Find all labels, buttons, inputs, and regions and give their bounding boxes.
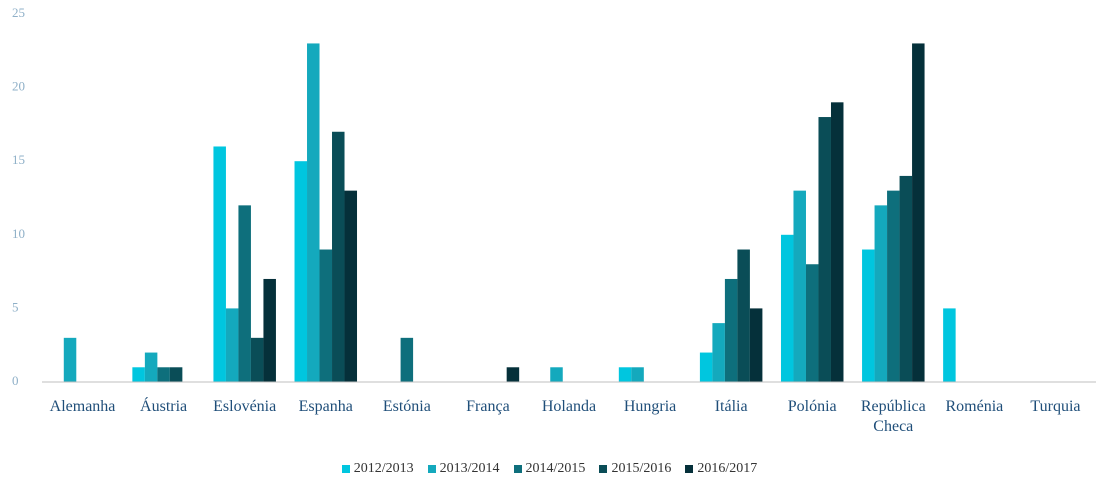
legend-label: 2013/2014 bbox=[439, 461, 500, 476]
bar bbox=[144, 352, 158, 382]
legend-item: 2014/2015 bbox=[513, 461, 586, 477]
bar bbox=[506, 367, 520, 382]
x-tick-label: República Checa bbox=[860, 398, 926, 435]
bar bbox=[225, 308, 239, 382]
bar bbox=[805, 264, 819, 382]
y-tick-label: 5 bbox=[12, 299, 19, 314]
legend-swatch bbox=[599, 465, 608, 473]
bar bbox=[818, 117, 831, 382]
bar bbox=[943, 308, 956, 382]
x-tick-label: Alemanha bbox=[49, 398, 116, 415]
x-tick-label: Polónia bbox=[787, 398, 837, 415]
legend-item: 2015/2016 bbox=[599, 461, 671, 477]
bar bbox=[169, 367, 183, 382]
bar bbox=[631, 367, 644, 382]
bar bbox=[400, 337, 414, 382]
bar bbox=[332, 131, 345, 382]
x-tick-label: Turquia bbox=[1030, 398, 1081, 415]
bar bbox=[737, 249, 750, 382]
x-tick-label: França bbox=[466, 398, 510, 415]
y-tick-label: 0 bbox=[12, 373, 19, 388]
bar bbox=[344, 190, 358, 382]
bar bbox=[780, 234, 794, 382]
bar bbox=[912, 43, 925, 382]
bar bbox=[157, 367, 170, 382]
legend-swatch bbox=[685, 465, 694, 473]
bar bbox=[238, 205, 251, 382]
bar bbox=[699, 352, 713, 382]
bar bbox=[874, 205, 888, 382]
x-tick-label: Itália bbox=[714, 398, 748, 415]
bar bbox=[712, 323, 725, 382]
legend-label: 2014/2015 bbox=[525, 461, 586, 476]
legend-item: 2016/2017 bbox=[685, 461, 757, 477]
bar bbox=[319, 249, 333, 382]
bar bbox=[749, 308, 763, 382]
x-tick-label: Roménia bbox=[945, 398, 1004, 415]
bar bbox=[887, 190, 900, 382]
y-tick-label: 25 bbox=[12, 5, 25, 20]
bar bbox=[862, 249, 875, 382]
legend-label: 2016/2017 bbox=[697, 461, 758, 476]
y-tick-label: 20 bbox=[12, 79, 25, 94]
bar bbox=[830, 102, 844, 382]
bar bbox=[618, 367, 632, 382]
bar bbox=[793, 190, 806, 382]
legend-swatch bbox=[513, 465, 522, 473]
legend-item: 2012/2013 bbox=[341, 461, 414, 477]
bar bbox=[307, 43, 320, 382]
legend-swatch bbox=[341, 465, 350, 473]
x-tick-label: Hungria bbox=[623, 398, 677, 415]
bar bbox=[899, 175, 913, 382]
bar bbox=[294, 161, 308, 382]
legend: 2012/2013 2013/2014 2014/2015 2015/2016 2016… bbox=[0, 461, 1099, 477]
bar bbox=[550, 367, 563, 382]
bar bbox=[250, 337, 264, 382]
legend-label: 2015/2016 bbox=[611, 461, 672, 476]
y-tick-label: 10 bbox=[12, 226, 25, 241]
bar bbox=[263, 278, 276, 382]
bar bbox=[213, 146, 226, 382]
bar bbox=[132, 367, 145, 382]
bar bbox=[724, 278, 738, 382]
x-tick-label: Áustria bbox=[140, 398, 188, 415]
x-tick-label: Eslovénia bbox=[213, 398, 277, 415]
x-tick-label: Holanda bbox=[541, 398, 597, 415]
legend-swatch bbox=[427, 465, 436, 473]
bar bbox=[63, 337, 77, 382]
y-tick-label: 15 bbox=[12, 152, 25, 167]
x-tick-label: Espanha bbox=[298, 398, 353, 415]
legend-item: 2013/2014 bbox=[427, 461, 500, 477]
legend-label: 2012/2013 bbox=[353, 461, 414, 476]
x-tick-label: Estónia bbox=[382, 398, 431, 415]
